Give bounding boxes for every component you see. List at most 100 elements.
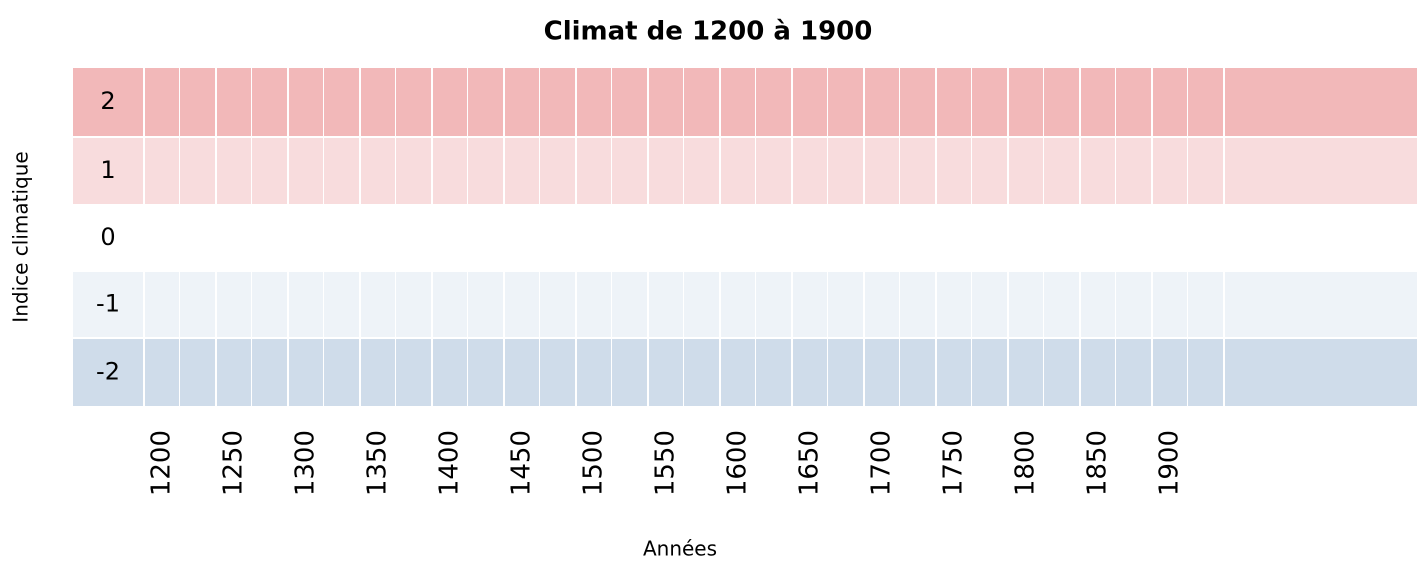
cell <box>289 68 323 136</box>
cell <box>577 272 611 337</box>
cell <box>289 272 323 337</box>
cell <box>756 68 791 136</box>
cell <box>1009 68 1043 136</box>
cell <box>900 272 935 337</box>
row-label-cell <box>73 206 143 270</box>
row-label-cell <box>73 138 143 204</box>
cell <box>756 339 791 406</box>
cell <box>612 339 647 406</box>
cell <box>180 272 215 337</box>
cell <box>1044 339 1079 406</box>
cell <box>1009 339 1043 406</box>
cell <box>684 272 719 337</box>
cell <box>972 206 1007 270</box>
x-tick-label: 1250 <box>219 430 249 496</box>
cell <box>1009 206 1043 270</box>
cell <box>505 206 539 270</box>
cell <box>1009 272 1043 337</box>
cell <box>540 272 575 337</box>
cell <box>1153 138 1187 204</box>
cell <box>396 68 431 136</box>
cell <box>217 206 251 270</box>
cell <box>900 68 935 136</box>
cell <box>505 138 539 204</box>
cell <box>324 339 359 406</box>
x-tick-label: 1700 <box>867 430 897 496</box>
x-tick-label: 1450 <box>507 430 537 496</box>
x-tick-label: 1400 <box>435 430 465 496</box>
cell <box>180 206 215 270</box>
cell <box>828 68 863 136</box>
cell <box>361 339 395 406</box>
cell <box>649 68 683 136</box>
cell <box>1225 272 1417 337</box>
cell <box>721 272 755 337</box>
cell <box>612 138 647 204</box>
row-label-cell <box>73 339 143 406</box>
cell <box>468 272 503 337</box>
cell <box>468 206 503 270</box>
cell <box>684 339 719 406</box>
x-tick-label: 1550 <box>651 430 681 496</box>
x-tick-label: 1600 <box>723 430 753 496</box>
cell <box>684 68 719 136</box>
cell <box>396 206 431 270</box>
cell <box>1044 206 1079 270</box>
cell <box>937 272 971 337</box>
cell <box>721 206 755 270</box>
cell <box>1188 206 1223 270</box>
cell <box>540 206 575 270</box>
row-label-cell <box>73 68 143 136</box>
cell <box>649 206 683 270</box>
cell <box>145 339 179 406</box>
cell <box>396 339 431 406</box>
cell <box>1044 272 1079 337</box>
cell <box>649 138 683 204</box>
cell <box>756 272 791 337</box>
cell <box>721 138 755 204</box>
cell <box>577 138 611 204</box>
cell <box>289 339 323 406</box>
cell <box>937 68 971 136</box>
cell <box>612 206 647 270</box>
cell <box>1081 138 1115 204</box>
cell <box>361 138 395 204</box>
cell <box>900 206 935 270</box>
cell <box>721 339 755 406</box>
cell <box>217 339 251 406</box>
cell <box>793 68 827 136</box>
cell <box>145 206 179 270</box>
cell <box>721 68 755 136</box>
cell <box>900 138 935 204</box>
cell <box>828 138 863 204</box>
cell <box>1116 206 1151 270</box>
cell <box>324 206 359 270</box>
cell <box>649 272 683 337</box>
y-axis-label: Indice climatique <box>9 151 33 322</box>
cell <box>468 339 503 406</box>
cell <box>1081 339 1115 406</box>
cell <box>865 206 899 270</box>
cell <box>1044 68 1079 136</box>
cell <box>684 138 719 204</box>
x-tick-label: 1800 <box>1011 430 1041 496</box>
cell <box>252 68 287 136</box>
cell <box>1153 272 1187 337</box>
cell <box>468 138 503 204</box>
row-label: 0 <box>100 223 115 251</box>
x-tick-label: 1350 <box>363 430 393 496</box>
cell <box>252 206 287 270</box>
cell <box>433 68 467 136</box>
cell <box>684 206 719 270</box>
cell <box>180 68 215 136</box>
cell <box>1081 206 1115 270</box>
x-tick-label: 1900 <box>1155 430 1185 496</box>
cell <box>1153 68 1187 136</box>
cell <box>217 138 251 204</box>
cell <box>612 68 647 136</box>
cell <box>1188 68 1223 136</box>
cell <box>540 138 575 204</box>
cell <box>361 68 395 136</box>
cell <box>324 138 359 204</box>
